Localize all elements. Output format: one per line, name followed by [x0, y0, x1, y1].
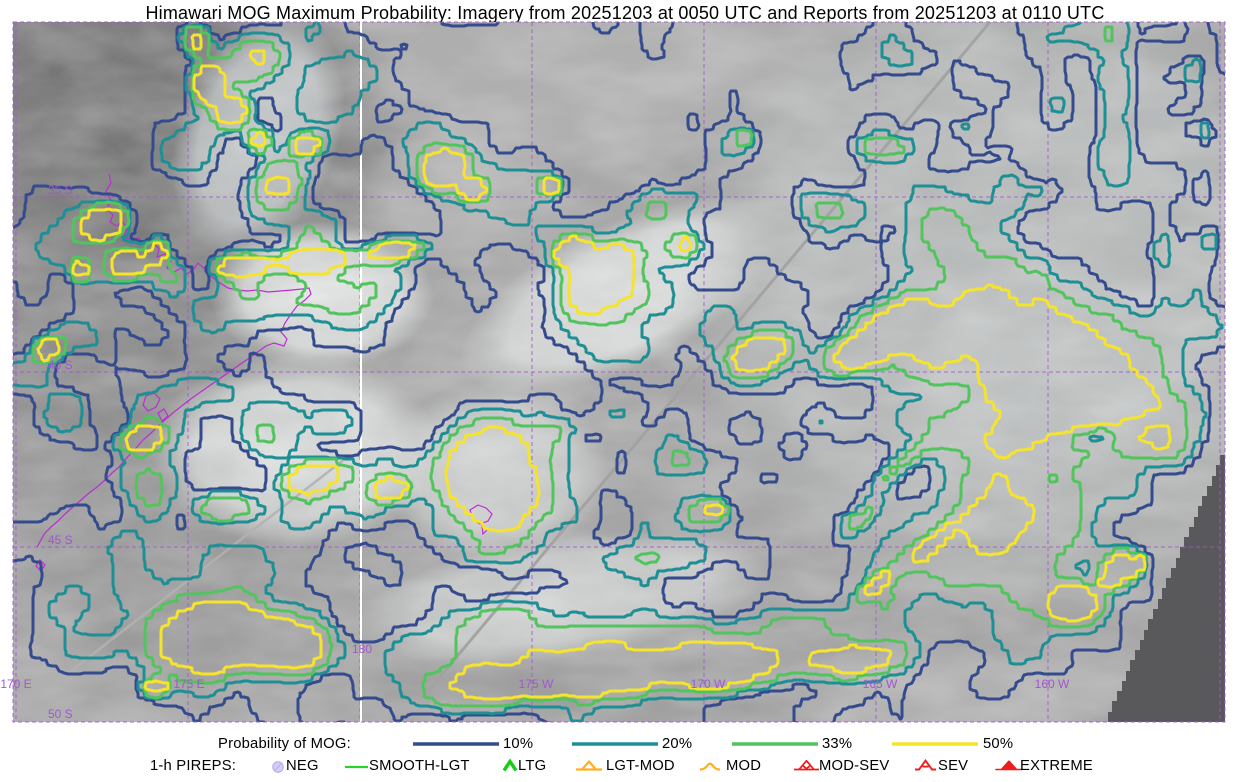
svg-text:170 W: 170 W — [691, 677, 726, 691]
svg-text:45 S: 45 S — [48, 533, 73, 547]
svg-text:175 W: 175 W — [519, 677, 554, 691]
svg-text:160 W: 160 W — [1035, 677, 1070, 691]
svg-text:180: 180 — [352, 642, 372, 656]
svg-text:165 W: 165 W — [863, 677, 898, 691]
svg-text:40 S: 40 S — [48, 358, 73, 372]
svg-text:170 E: 170 E — [0, 677, 31, 691]
svg-text:50 S: 50 S — [48, 707, 73, 721]
svg-text:35 S: 35 S — [48, 183, 73, 197]
svg-text:175 E: 175 E — [173, 677, 204, 691]
